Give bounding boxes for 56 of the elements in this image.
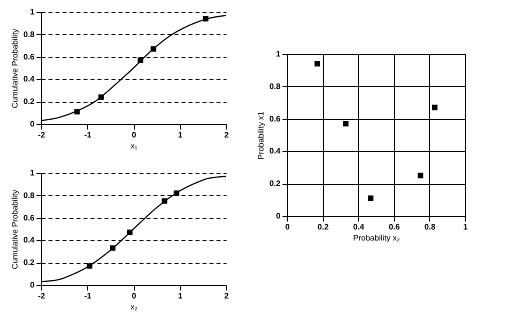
y-tick-label: 0.2 bbox=[23, 258, 36, 268]
y-tick-label: 0 bbox=[276, 212, 282, 220]
x-axis-title: x₂ bbox=[130, 302, 138, 312]
point bbox=[202, 16, 208, 22]
point bbox=[127, 230, 133, 236]
y-tick-label: 1 bbox=[276, 50, 282, 58]
y-axis-title: Cumulative Probability bbox=[10, 28, 20, 108]
y-tick-label: 1 bbox=[30, 168, 36, 178]
x-tick-label: 2 bbox=[224, 130, 230, 140]
x-tick-label: 0 bbox=[132, 292, 137, 300]
point bbox=[138, 57, 144, 63]
x-axis-title: Probability x₂ bbox=[353, 234, 400, 242]
x-axis-title: x₁ bbox=[130, 142, 138, 150]
x-tick-label: 0 bbox=[285, 222, 290, 232]
y-axis-title: Cumulative Probability bbox=[10, 190, 20, 270]
point bbox=[110, 245, 116, 251]
x-tick-label: 0.8 bbox=[424, 222, 436, 232]
line-series bbox=[40, 176, 227, 282]
x-tick-label: 1 bbox=[178, 292, 184, 300]
y-tick-label: 0.8 bbox=[23, 190, 36, 200]
y-tick-label: 0.6 bbox=[269, 114, 282, 124]
point bbox=[74, 108, 80, 114]
y-tick-label: 0 bbox=[30, 120, 36, 128]
y-tick-label: 0.2 bbox=[269, 179, 282, 188]
y-tick-label: 0.8 bbox=[269, 82, 282, 91]
y-tick-label: 1 bbox=[30, 8, 36, 16]
y-tick-label: 0.6 bbox=[23, 213, 36, 222]
x-tick-label: -1 bbox=[84, 292, 92, 300]
point bbox=[314, 60, 320, 66]
x-tick-label: 1 bbox=[463, 222, 468, 232]
y-tick-label: 0.4 bbox=[23, 236, 36, 245]
y-tick-label: 0.4 bbox=[269, 146, 282, 156]
point bbox=[86, 263, 92, 269]
point bbox=[162, 198, 168, 204]
x-tick-label: 0.4 bbox=[353, 222, 365, 232]
x-tick-label: 0.6 bbox=[388, 222, 400, 232]
x-tick-label: -2 bbox=[38, 292, 46, 300]
point bbox=[343, 120, 348, 126]
x-tick-label: -1 bbox=[84, 130, 92, 140]
y-tick-label: 0.2 bbox=[23, 97, 36, 106]
x-tick-label: 0 bbox=[132, 130, 137, 140]
x-tick-label: -2 bbox=[38, 130, 46, 140]
point bbox=[174, 190, 180, 196]
line-series bbox=[40, 14, 227, 122]
y-tick-label: 0.6 bbox=[23, 52, 36, 62]
point bbox=[368, 195, 374, 201]
y-tick-label: 0.4 bbox=[23, 74, 36, 84]
x-tick-label: 1 bbox=[178, 130, 184, 140]
point bbox=[150, 46, 156, 52]
point bbox=[98, 94, 104, 100]
x-tick-label: 0.2 bbox=[318, 222, 330, 232]
y-tick-label: 0 bbox=[30, 280, 36, 290]
y-tick-label: 0.8 bbox=[23, 30, 36, 39]
y-axis-title: Probability x1 bbox=[256, 110, 266, 160]
x-tick-label: 2 bbox=[224, 292, 230, 300]
point bbox=[432, 104, 438, 110]
